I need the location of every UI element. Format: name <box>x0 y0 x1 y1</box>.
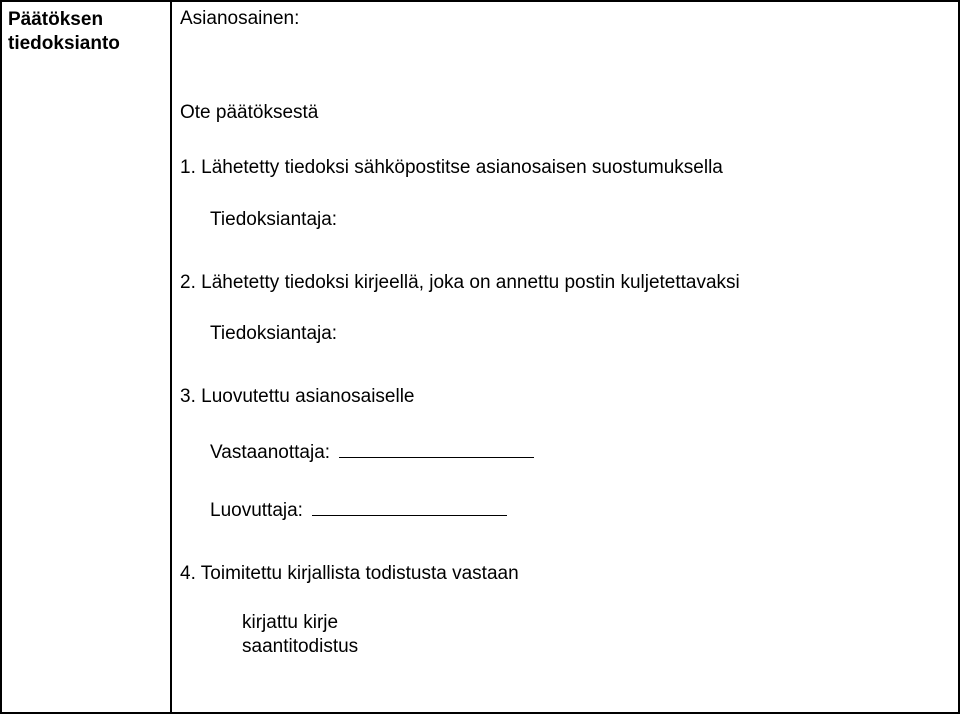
item-3: 3. Luovutettu asianosaiselle Vastaanotta… <box>180 385 950 522</box>
border-top <box>0 0 960 2</box>
item-1-text: 1. Lähetetty tiedoksi sähköpostitse asia… <box>180 156 950 181</box>
vastaanottaja-label: Vastaanottaja: <box>210 442 330 463</box>
border-left <box>0 0 2 714</box>
ote-paatoksesta: Ote päätöksestä <box>180 102 950 124</box>
item-3-text: 3. Luovutettu asianosaiselle <box>180 385 950 410</box>
item-2-text: 2. Lähetetty tiedoksi kirjeellä, joka on… <box>180 271 950 296</box>
item-4-sub2: saantitodistus <box>242 636 358 657</box>
left-heading-line2: tiedoksianto <box>8 33 120 54</box>
left-column: Päätöksen tiedoksianto <box>8 8 163 56</box>
item-2: 2. Lähetetty tiedoksi kirjeellä, joka on… <box>180 271 950 346</box>
item-2-tiedoksiantaja: Tiedoksiantaja: <box>210 323 950 345</box>
vastaanottaja-underline <box>339 438 534 458</box>
item-1: 1. Lähetetty tiedoksi sähköpostitse asia… <box>180 156 950 231</box>
left-heading: Päätöksen tiedoksianto <box>8 8 163 56</box>
column-divider <box>170 0 172 714</box>
right-column: Asianosainen: Ote päätöksestä 1. Lähetet… <box>180 8 950 698</box>
asianosainen-label: Asianosainen: <box>180 8 950 30</box>
item-4: 4. Toimitettu kirjallista todistusta vas… <box>180 562 950 658</box>
luovuttaja-underline <box>312 496 507 516</box>
item-4-text: 4. Toimitettu kirjallista todistusta vas… <box>180 562 950 587</box>
document-page: Päätöksen tiedoksianto Asianosainen: Ote… <box>0 0 960 714</box>
item-4-sublines: kirjattu kirje saantitodistus <box>242 611 950 659</box>
luovuttaja-label: Luovuttaja: <box>210 500 303 521</box>
item-4-sub1: kirjattu kirje <box>242 612 338 633</box>
item-1-tiedoksiantaja: Tiedoksiantaja: <box>210 209 950 231</box>
left-heading-line1: Päätöksen <box>8 9 103 30</box>
item-3-vastaanottaja: Vastaanottaja: <box>210 438 950 464</box>
item-3-luovuttaja: Luovuttaja: <box>210 496 950 522</box>
